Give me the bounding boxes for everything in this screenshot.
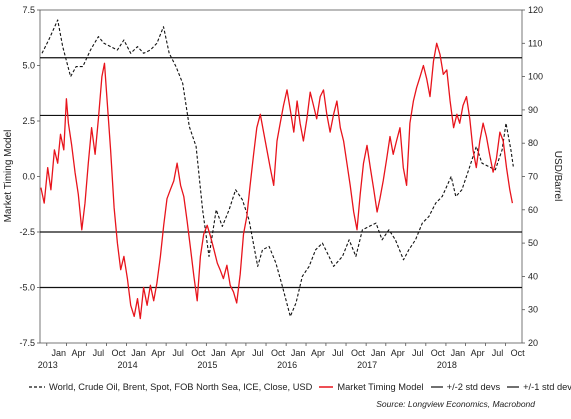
left-tick-label: -7.5 <box>19 338 35 348</box>
x-tick-label: Jul <box>252 348 264 358</box>
right-tick-label: 110 <box>528 38 542 48</box>
x-tick-label: Oct <box>191 348 206 358</box>
series-brent-crude <box>41 19 514 317</box>
left-tick-label: 5.0 <box>22 61 35 71</box>
legend-dash-swatch <box>29 386 45 388</box>
left-tick-label: 7.5 <box>22 5 35 15</box>
legend-red-swatch <box>319 386 334 388</box>
x-tick-label: Apr <box>471 348 485 358</box>
right-tick-label: 100 <box>528 72 543 82</box>
left-tick-label: -5.0 <box>19 283 35 293</box>
legend-item-brent: World, Crude Oil, Brent, Spot, FOB North… <box>28 382 312 392</box>
x-tick-label: Jan <box>131 348 146 358</box>
x-tick-label: Jul <box>332 348 344 358</box>
x-tick-label: Apr <box>151 348 165 358</box>
x-tick-label: Oct <box>431 348 446 358</box>
left-tick-label: 2.5 <box>22 116 35 126</box>
legend: World, Crude Oil, Brent, Spot, FOB North… <box>28 382 571 392</box>
x-tick-label: Oct <box>111 348 126 358</box>
x-tick-label: Jan <box>371 348 386 358</box>
legend-label-model: Market Timing Model <box>337 382 424 392</box>
left-tick-label: -2.5 <box>19 227 35 237</box>
right-tick-label: 50 <box>528 238 538 248</box>
right-tick-label: 80 <box>528 138 538 148</box>
x-tick-label: Oct <box>351 348 366 358</box>
right-tick-label: 40 <box>528 271 538 281</box>
left-axis-title: Market Timing Model <box>3 130 14 223</box>
legend-item-std1: +/-1 std dev <box>506 382 571 392</box>
x-tick-label: Jan <box>211 348 226 358</box>
right-tick-label: 60 <box>528 205 538 215</box>
chart-area: 7.5 5.0 2.5 0.0 -2.5 -5.0 -7.5 120 110 100 90 80 70… <box>3 5 563 370</box>
right-tick-label: 90 <box>528 105 538 115</box>
right-axis-title: USD/Barrel <box>552 151 563 202</box>
legend-item-model: Market Timing Model <box>318 382 424 392</box>
x-tick-label: Jul <box>172 348 184 358</box>
x-year-label: 2014 <box>118 360 138 370</box>
x-year-label: 2013 <box>38 360 58 370</box>
x-tick-label: Jul <box>93 348 105 358</box>
x-tick-label: Jul <box>492 348 504 358</box>
x-year-label: 2015 <box>197 360 217 370</box>
x-tick-label: Apr <box>311 348 325 358</box>
x-year-label: 2016 <box>277 360 297 370</box>
right-tick-label: 30 <box>528 305 538 315</box>
legend-label-brent: World, Crude Oil, Brent, Spot, FOB North… <box>49 382 313 392</box>
x-year-label: 2017 <box>357 360 377 370</box>
source-note: Source: Longview Economics, Macrobond <box>376 399 535 409</box>
series-market-timing-model <box>40 42 514 320</box>
right-tick-label: 70 <box>528 172 538 182</box>
x-tick-label: Jul <box>412 348 424 358</box>
right-tick-label: 120 <box>528 5 543 15</box>
x-tick-label: Apr <box>71 348 85 358</box>
x-tick-label: Oct <box>511 348 526 358</box>
x-tick-label: Apr <box>391 348 405 358</box>
left-tick-label: 0.0 <box>22 172 35 182</box>
legend-std1-swatch <box>507 386 520 388</box>
legend-std2-swatch <box>430 386 443 388</box>
legend-label-std1: +/-1 std dev <box>523 382 571 392</box>
legend-label-std2: +/-2 std devs <box>446 382 501 392</box>
x-tick-label: Apr <box>231 348 245 358</box>
x-tick-label: Jan <box>52 348 67 358</box>
x-tick-label: Oct <box>271 348 286 358</box>
x-tick-label: Jan <box>451 348 466 358</box>
legend-item-std2: +/-2 std devs <box>430 382 500 392</box>
x-tick-label: Jan <box>291 348 306 358</box>
x-year-label: 2018 <box>437 360 457 370</box>
right-tick-label: 20 <box>528 338 538 348</box>
